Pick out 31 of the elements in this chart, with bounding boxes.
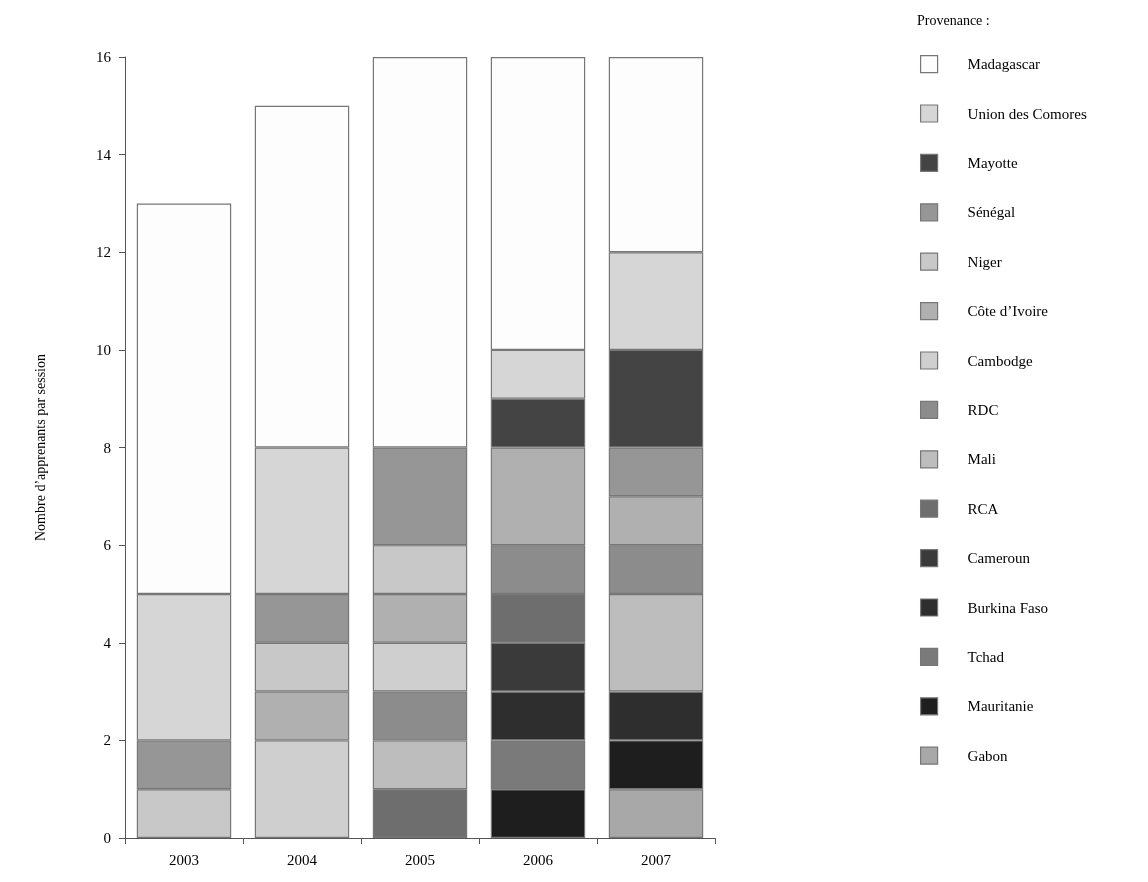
legend-label: Gabon — [967, 747, 1009, 764]
x-tick-label: 2004 — [287, 851, 318, 868]
legend-label: Niger — [967, 253, 1002, 270]
legend-label: Mauritanie — [967, 698, 1034, 715]
legend-label: Mayotte — [967, 154, 1018, 171]
x-tick-label: 2007 — [641, 851, 672, 868]
legend-label: Cameroun — [967, 550, 1031, 567]
legend-label: Madagascar — [967, 56, 1041, 73]
y-tick-label: 0 — [103, 830, 111, 846]
legend-label: Burkina Faso — [967, 599, 1049, 616]
legend-label: Mali — [967, 451, 996, 468]
y-tick-label: 4 — [103, 634, 112, 651]
legend-label: Tchad — [967, 648, 1005, 665]
y-tick-label: 10 — [96, 341, 111, 358]
legend-label: Sénégal — [967, 204, 1016, 221]
legend-label: RCA — [967, 500, 999, 517]
legend-label: Côte d’Ivoire — [967, 303, 1049, 320]
y-tick-label: 6 — [103, 537, 112, 554]
y-tick-label: 14 — [96, 146, 112, 163]
x-tick-label: 2006 — [523, 851, 554, 868]
y-axis-title: Nombre d’apprenants par session — [32, 353, 48, 542]
y-tick-label: 8 — [103, 439, 111, 456]
x-tick-label: 2005 — [405, 851, 435, 868]
x-tick-label: 2003 — [169, 851, 199, 868]
y-tick-label: 12 — [96, 244, 111, 261]
legend-label: Cambodge — [967, 352, 1033, 369]
legend-label: Union des Comores — [967, 105, 1087, 122]
legend-title: Provenance : — [917, 12, 990, 28]
legend-label: RDC — [967, 401, 999, 418]
y-tick-label: 16 — [96, 49, 112, 65]
y-tick-label: 2 — [103, 732, 111, 749]
